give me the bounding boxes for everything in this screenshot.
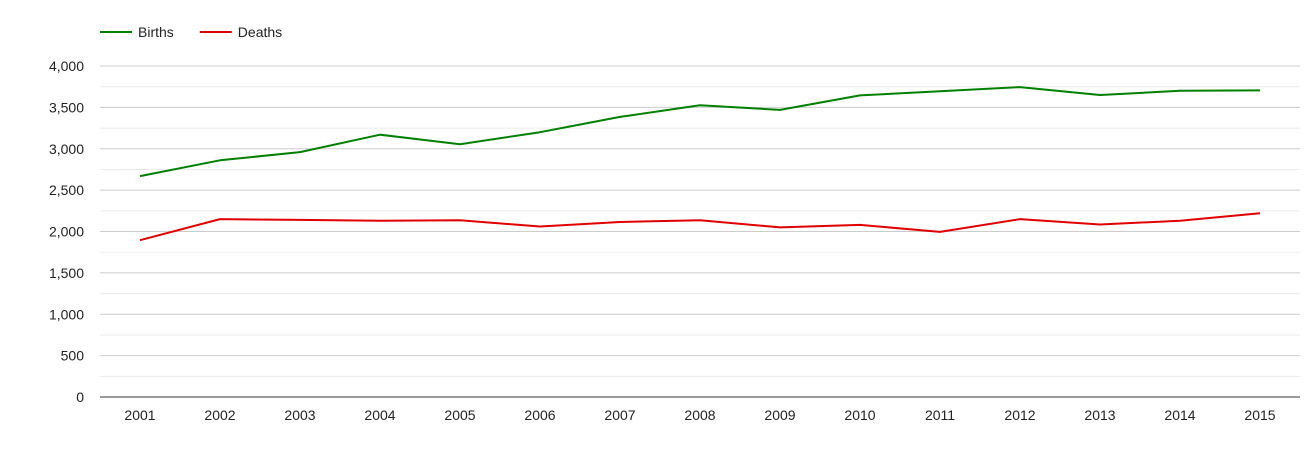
- legend: Births Deaths: [100, 24, 282, 40]
- legend-label-births: Births: [138, 24, 174, 40]
- y-tick-label: 2,500: [49, 182, 84, 198]
- y-tick-label: 1,000: [49, 306, 84, 322]
- y-tick-label: 2,000: [49, 224, 84, 240]
- x-tick-label: 2001: [124, 407, 155, 423]
- x-tick-label: 2007: [604, 407, 635, 423]
- x-tick-label: 2003: [284, 407, 315, 423]
- x-tick-label: 2005: [444, 407, 475, 423]
- x-tick-label: 2011: [925, 407, 955, 423]
- x-tick-label: 2008: [684, 407, 715, 423]
- x-tick-label: 2002: [204, 407, 235, 423]
- x-tick-label: 2015: [1244, 407, 1275, 423]
- y-tick-label: 4,000: [49, 58, 84, 74]
- axes: 0 500 1,000 1,500 2,000 2,500 3,000 3,500 4,000 2…: [49, 58, 1300, 423]
- y-tick-label: 3,500: [49, 99, 84, 115]
- grid: [100, 65, 1300, 377]
- x-tick-label: 2014: [1164, 407, 1195, 423]
- y-tick-label: 500: [61, 348, 85, 364]
- x-tick-label: 2004: [364, 407, 395, 423]
- x-tick-label: 2009: [764, 407, 795, 423]
- x-tick-label: 2013: [1084, 407, 1115, 423]
- y-tick-label: 1,500: [49, 265, 84, 281]
- x-tick-label: 2012: [1004, 407, 1035, 423]
- series-line-deaths: [139, 212, 1261, 242]
- series: [139, 86, 1261, 242]
- y-tick-label: 3,000: [49, 141, 84, 157]
- legend-label-deaths: Deaths: [238, 24, 282, 40]
- y-tick-label: 0: [76, 389, 84, 405]
- x-tick-label: 2010: [844, 407, 875, 423]
- series-line-births: [139, 86, 1261, 178]
- x-tick-label: 2006: [524, 407, 555, 423]
